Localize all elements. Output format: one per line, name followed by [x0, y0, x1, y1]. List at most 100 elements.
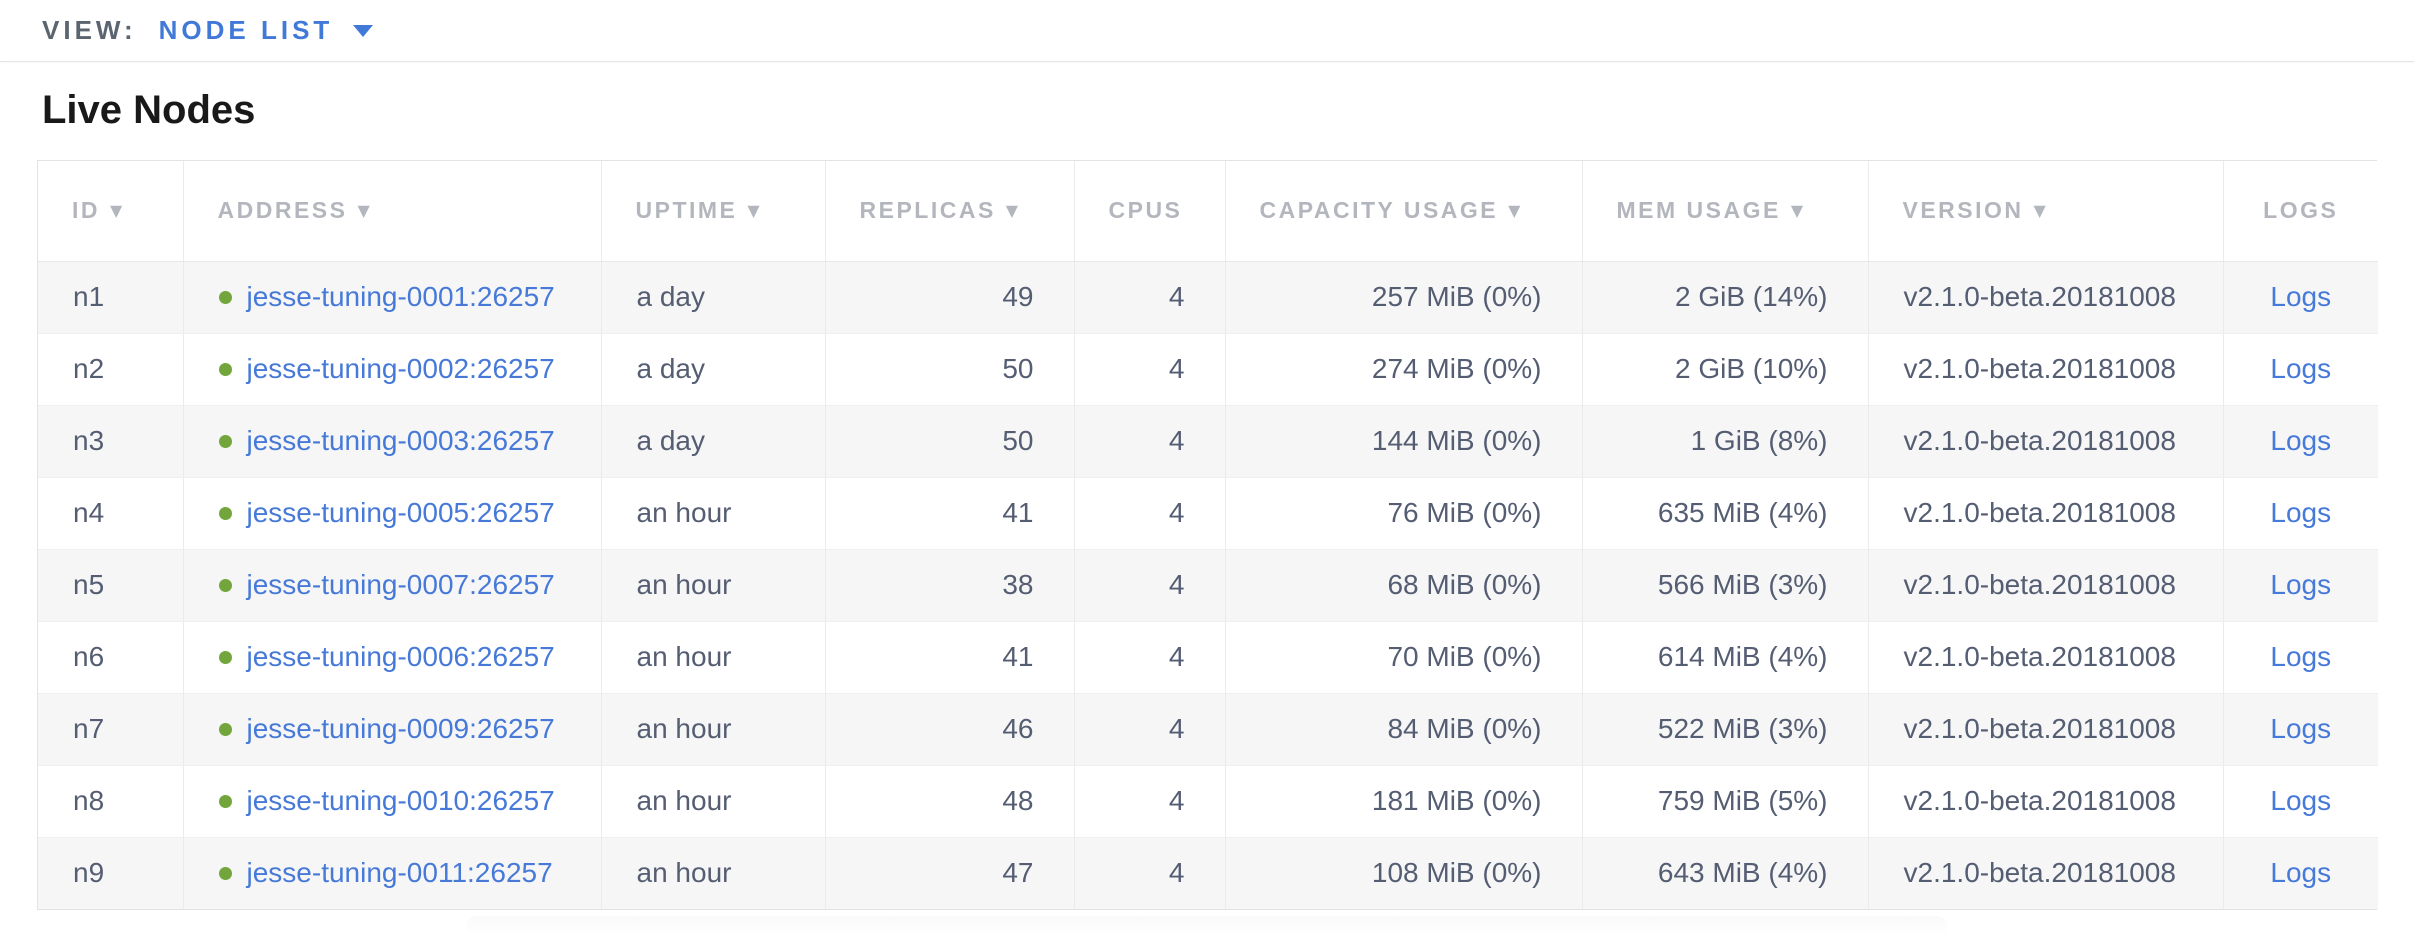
table-row: n2 jesse-tuning-0002:26257 a day 50 4 274 MiB… [38, 333, 2378, 406]
address-link[interactable]: jesse-tuning-0005:26257 [246, 497, 555, 528]
cell-logs: Logs [2223, 333, 2378, 406]
column-header-logs: LOGS [2223, 161, 2378, 262]
address-link[interactable]: jesse-tuning-0010:26257 [246, 785, 555, 816]
cell-cpus: 4 [1074, 477, 1226, 550]
cell-capacity_usage: 108 MiB (0%) [1225, 837, 1583, 909]
cell-version: v2.1.0-beta.20181008 [1868, 765, 2224, 838]
page-bottom-fade [467, 916, 1947, 938]
logs-link[interactable]: Logs [2270, 641, 2332, 672]
column-header-label: CPUS [1108, 197, 1183, 224]
cell-logs: Logs [2223, 765, 2378, 838]
column-header-address[interactable]: ADDRESS ▼ [183, 161, 602, 262]
logs-link[interactable]: Logs [2270, 281, 2332, 312]
view-dropdown[interactable]: NODE LIST [159, 15, 374, 46]
cell-address: jesse-tuning-0009:26257 [183, 693, 602, 766]
live-status-dot-icon [218, 291, 232, 304]
column-header-label: LOGS [2263, 197, 2339, 224]
cell-version: v2.1.0-beta.20181008 [1868, 549, 2224, 622]
cell-address: jesse-tuning-0005:26257 [183, 477, 602, 550]
cell-mem_usage: 1 GiB (8%) [1582, 405, 1869, 478]
live-nodes-table: ID ▼ ADDRESS ▼ UPTIME ▼ REPLICAS ▼ CPUS CAPACITY … [37, 160, 2378, 910]
column-header-version[interactable]: VERSION ▼ [1868, 161, 2224, 262]
cell-uptime: an hour [601, 693, 826, 766]
logs-link[interactable]: Logs [2270, 857, 2332, 889]
cell-capacity_usage: 257 MiB (0%) [1225, 261, 1583, 334]
column-header-id[interactable]: ID ▼ [38, 161, 184, 262]
sort-desc-icon: ▼ [357, 201, 373, 221]
logs-link[interactable]: Logs [2270, 569, 2332, 600]
cell-logs: Logs [2223, 621, 2378, 694]
cell-address: jesse-tuning-0010:26257 [183, 765, 602, 838]
address-link[interactable]: jesse-tuning-0011:26257 [246, 857, 553, 889]
cell-replicas: 46 [825, 693, 1075, 766]
cell-replicas: 41 [825, 621, 1075, 694]
cell-logs: Logs [2223, 261, 2378, 334]
cell-version: v2.1.0-beta.20181008 [1868, 837, 2224, 909]
live-status-dot-icon [218, 363, 232, 376]
cell-capacity_usage: 274 MiB (0%) [1225, 333, 1583, 406]
cell-version: v2.1.0-beta.20181008 [1868, 621, 2224, 694]
cell-version: v2.1.0-beta.20181008 [1868, 405, 2224, 478]
address-link[interactable]: jesse-tuning-0009:26257 [246, 713, 555, 744]
column-header-label: UPTIME [635, 197, 738, 224]
table-row: n3 jesse-tuning-0003:26257 a day 50 4 144 MiB… [38, 405, 2378, 478]
cell-id: n9 [38, 837, 184, 909]
column-header-uptime[interactable]: UPTIME ▼ [601, 161, 826, 262]
logs-link[interactable]: Logs [2270, 497, 2332, 528]
sort-desc-icon: ▼ [1790, 201, 1806, 221]
cell-id: n6 [38, 621, 184, 694]
column-header-label: REPLICAS [859, 197, 996, 224]
cell-logs: Logs [2223, 477, 2378, 550]
table-row: n1 jesse-tuning-0001:26257 a day 49 4 257 MiB… [38, 261, 2378, 334]
cell-uptime: a day [601, 333, 826, 406]
live-status-dot-icon [218, 795, 232, 808]
live-status-dot-icon [218, 651, 232, 664]
cell-replicas: 38 [825, 549, 1075, 622]
cell-address: jesse-tuning-0003:26257 [183, 405, 602, 478]
cell-uptime: a day [601, 261, 826, 334]
cell-id: n2 [38, 333, 184, 406]
logs-link[interactable]: Logs [2270, 785, 2332, 816]
table-header-row: ID ▼ ADDRESS ▼ UPTIME ▼ REPLICAS ▼ CPUS CAPACITY … [38, 161, 2378, 262]
table-row: n7 jesse-tuning-0009:26257 an hour 46 4 84 Mi… [38, 693, 2378, 766]
cell-mem_usage: 635 MiB (4%) [1582, 477, 1869, 550]
column-header-replicas[interactable]: REPLICAS ▼ [825, 161, 1075, 262]
cell-cpus: 4 [1074, 405, 1226, 478]
caret-down-icon [353, 24, 374, 37]
cell-mem_usage: 2 GiB (10%) [1582, 333, 1869, 406]
cell-mem_usage: 522 MiB (3%) [1582, 693, 1869, 766]
cell-version: v2.1.0-beta.20181008 [1868, 693, 2224, 766]
cell-address: jesse-tuning-0006:26257 [183, 621, 602, 694]
address-link[interactable]: jesse-tuning-0007:26257 [246, 569, 555, 600]
logs-link[interactable]: Logs [2270, 353, 2332, 384]
cell-id: n5 [38, 549, 184, 622]
cell-logs: Logs [2223, 549, 2378, 622]
view-dropdown-value: NODE LIST [158, 15, 334, 45]
column-header-mem_usage[interactable]: MEM USAGE ▼ [1582, 161, 1869, 262]
cell-version: v2.1.0-beta.20181008 [1868, 333, 2224, 406]
cell-cpus: 4 [1074, 693, 1226, 766]
cell-uptime: a day [601, 405, 826, 478]
cell-uptime: an hour [601, 549, 826, 622]
column-header-label: CAPACITY USAGE [1259, 197, 1499, 224]
cell-address: jesse-tuning-0002:26257 [183, 333, 602, 406]
live-status-dot-icon [218, 579, 232, 592]
sort-desc-icon: ▼ [1508, 201, 1523, 221]
column-header-capacity_usage[interactable]: CAPACITY USAGE ▼ [1225, 161, 1583, 262]
logs-link[interactable]: Logs [2270, 425, 2332, 456]
cell-mem_usage: 643 MiB (4%) [1582, 837, 1869, 909]
cell-cpus: 4 [1074, 549, 1226, 622]
live-status-dot-icon [218, 867, 232, 881]
logs-link[interactable]: Logs [2270, 713, 2332, 744]
address-link[interactable]: jesse-tuning-0006:26257 [246, 641, 555, 672]
cell-cpus: 4 [1074, 261, 1226, 334]
address-link[interactable]: jesse-tuning-0001:26257 [246, 281, 555, 312]
column-header-label: ADDRESS [217, 197, 348, 224]
address-link[interactable]: jesse-tuning-0003:26257 [246, 425, 555, 456]
cell-logs: Logs [2223, 837, 2378, 909]
address-link[interactable]: jesse-tuning-0002:26257 [246, 353, 555, 384]
cell-capacity_usage: 84 MiB (0%) [1225, 693, 1583, 766]
cell-replicas: 48 [825, 765, 1075, 838]
cell-address: jesse-tuning-0007:26257 [183, 549, 602, 622]
view-label: VIEW: [42, 15, 137, 45]
